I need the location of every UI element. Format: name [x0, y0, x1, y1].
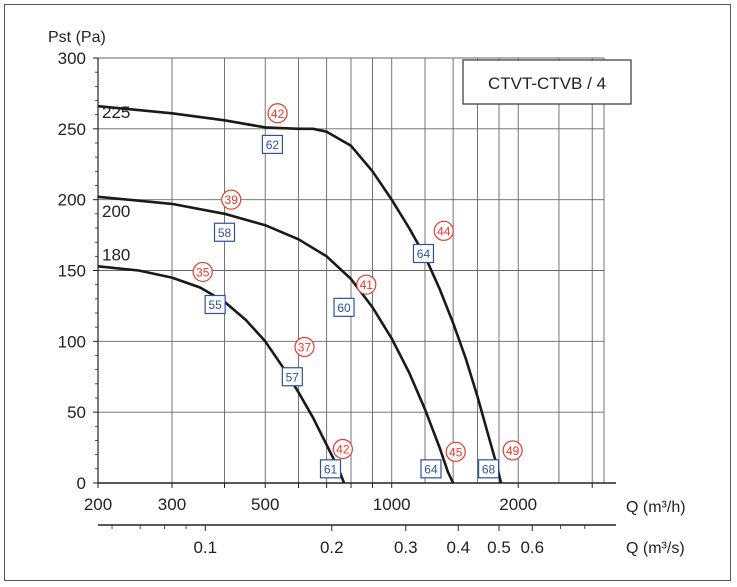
y-tick-label: 50 [67, 403, 86, 422]
badge-square [477, 459, 500, 479]
power-square-badge: 57 [281, 367, 303, 387]
badge-label: 68 [482, 462, 496, 476]
power-square-badge: 60 [333, 297, 355, 317]
badge-label: 64 [424, 462, 438, 476]
badge-label: 58 [218, 226, 232, 240]
y-tick-label: 0 [77, 474, 86, 493]
noise-circle-badge: 45 [445, 441, 466, 462]
y-tick-label: 150 [58, 262, 86, 281]
curve-200 [97, 195, 455, 484]
badge-label: 35 [196, 265, 210, 279]
x2-tick-label: 0.4 [446, 538, 470, 557]
badge-label: 37 [298, 341, 312, 355]
x2-tick-label: 0.6 [520, 538, 544, 557]
curve-label-225: 225 [102, 103, 130, 122]
badge-circle [502, 440, 523, 461]
noise-circle-badge: 39 [221, 189, 242, 210]
power-square-badge: 64 [412, 243, 435, 264]
badge-label: 49 [506, 444, 520, 458]
badge-square [420, 459, 442, 479]
y-tick-label: 200 [58, 191, 86, 210]
badge-label: 42 [336, 443, 350, 457]
badge-circle [294, 336, 315, 358]
badge-square [412, 243, 435, 264]
x2-tick-label: 0.1 [193, 538, 217, 557]
badge-square [319, 459, 342, 479]
badge-square [213, 222, 236, 242]
badge-label: 42 [271, 107, 285, 121]
x-tick-label: 300 [158, 495, 186, 514]
badge-label: 62 [266, 138, 280, 152]
annotations-group: 42 62 39 58 35 55 37 57 41 60 44 64 42 61 45 64 49 68 [192, 103, 523, 479]
badge-circle [332, 438, 353, 460]
curve-label-180: 180 [102, 245, 130, 264]
badge-square [281, 367, 303, 387]
grid [98, 57, 604, 483]
noise-circle-badge: 44 [433, 220, 454, 241]
badge-label: 55 [208, 298, 222, 312]
x-axis-label: Q (m³/h) [626, 499, 686, 516]
badge-circle [221, 189, 242, 210]
noise-circle-badge: 42 [332, 438, 353, 460]
curve-label-200: 200 [102, 202, 130, 221]
noise-circle-badge: 35 [192, 261, 213, 283]
badge-label: 61 [324, 462, 338, 476]
badge-square [333, 297, 355, 317]
power-square-badge: 55 [204, 294, 226, 315]
chart-title: CTVT-CTVB / 4 [488, 74, 606, 93]
power-square-badge: 68 [477, 459, 500, 479]
y-tick-label: 100 [58, 332, 86, 351]
badge-circle [192, 261, 213, 283]
power-square-badge: 64 [420, 459, 442, 479]
noise-circle-badge: 41 [356, 274, 377, 295]
noise-circle-badge: 42 [267, 103, 288, 124]
x2-tick-label: 0.2 [320, 538, 344, 557]
x2-tick-label: 0.3 [394, 538, 418, 557]
x-tick-label: 200 [84, 495, 112, 514]
badge-label: 64 [417, 247, 431, 261]
curve-180 [97, 265, 346, 484]
y-tick-label: 300 [58, 49, 86, 68]
x-tick-label: 2000 [499, 495, 537, 514]
noise-circle-badge: 49 [502, 440, 523, 461]
badge-circle [356, 274, 377, 295]
labels-group: 180 200 225 [102, 103, 130, 264]
badge-label: 41 [360, 278, 374, 292]
noise-circle-badge: 37 [294, 336, 315, 358]
y-tick-label: 250 [58, 120, 86, 139]
x2-axis-label: Q (m³/s) [626, 540, 685, 557]
badge-label: 60 [337, 301, 351, 315]
badge-circle [445, 441, 466, 462]
badge-square [261, 134, 283, 155]
power-square-badge: 58 [213, 222, 236, 242]
badge-label: 44 [437, 224, 451, 238]
badge-circle [433, 220, 454, 241]
badge-label: 39 [225, 193, 239, 207]
x-tick-label: 1000 [373, 495, 411, 514]
curve-225 [97, 104, 503, 484]
power-square-badge: 61 [319, 459, 342, 479]
x2-tick-label: 0.5 [487, 538, 511, 557]
badge-label: 45 [449, 445, 463, 459]
x-tick-label: 500 [251, 495, 279, 514]
power-square-badge: 62 [261, 134, 283, 155]
y-axis-label: Pst (Pa) [48, 29, 106, 46]
badge-circle [267, 103, 288, 124]
title-box [462, 59, 632, 105]
series-group [97, 104, 503, 484]
badge-label: 57 [286, 370, 300, 384]
badge-square [204, 294, 226, 315]
axes: 0 50 100 150 200 250 300 200 300 500 1000 2000 0.1 0.… [58, 49, 616, 557]
